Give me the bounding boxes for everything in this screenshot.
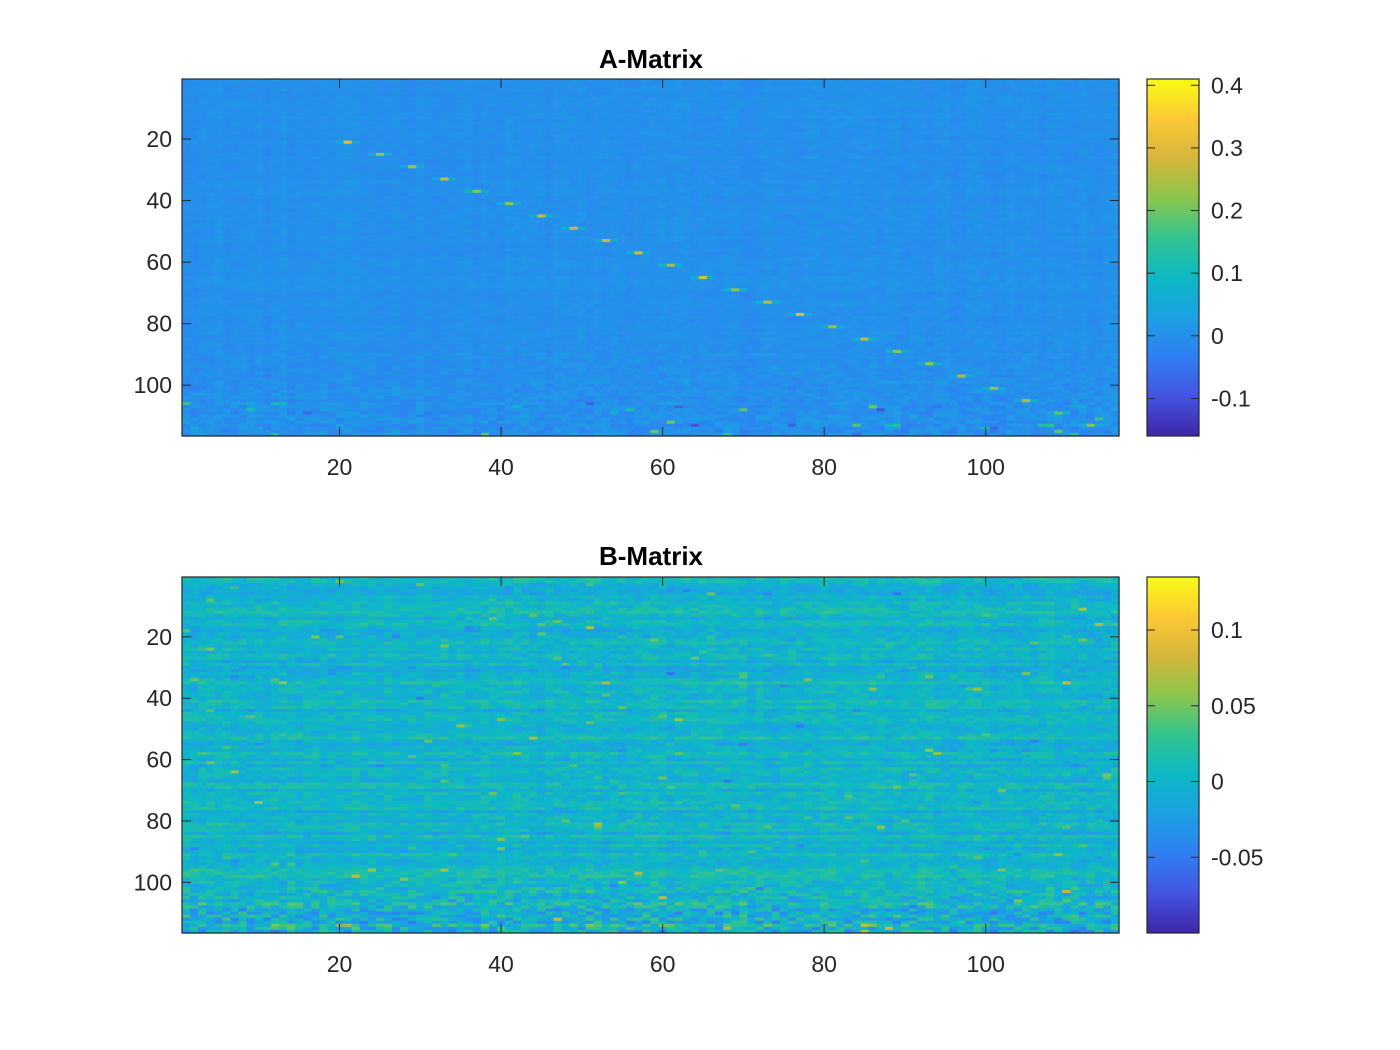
heatmap-cells [182, 79, 1120, 437]
chart-title: A-Matrix [599, 44, 704, 74]
